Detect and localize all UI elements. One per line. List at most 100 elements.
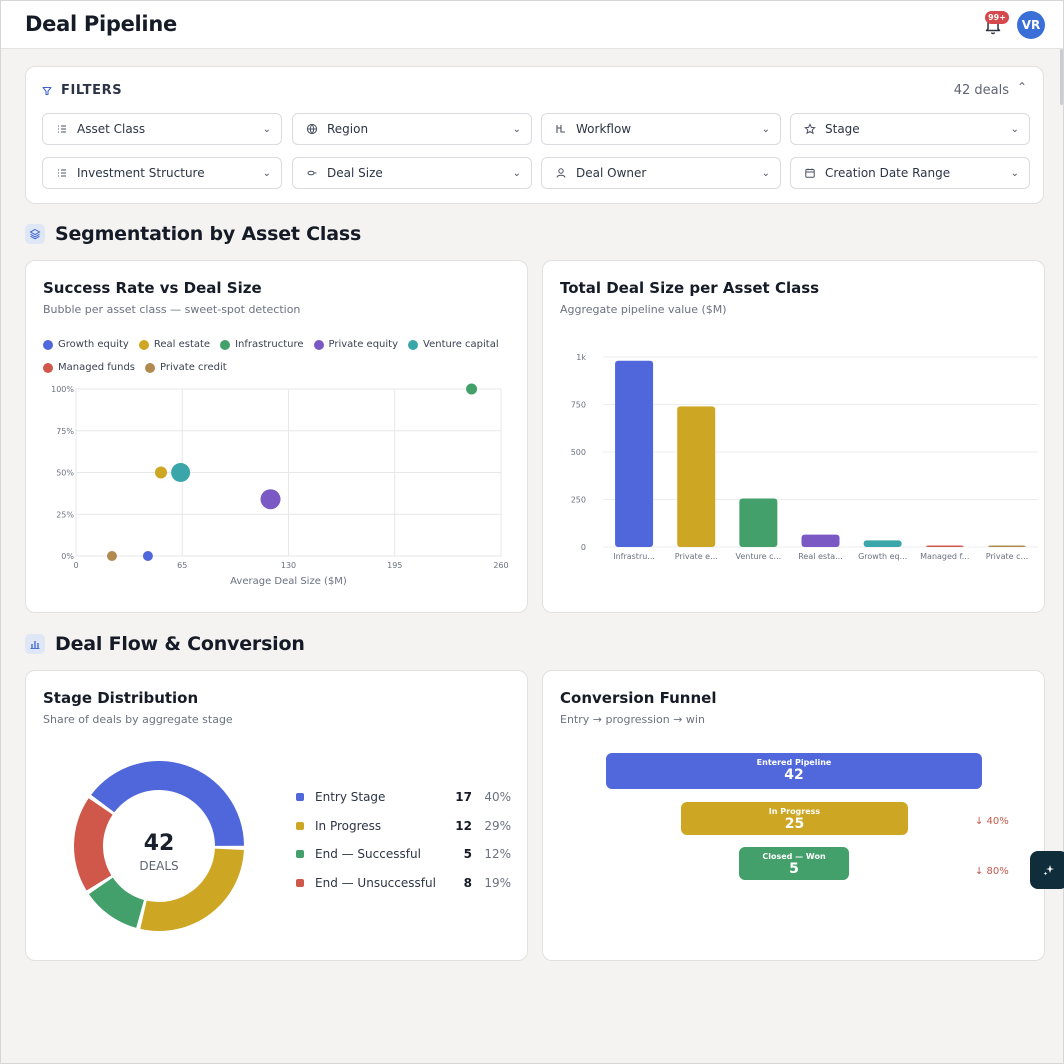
card-title: Total Deal Size per Asset Class (560, 279, 820, 297)
chevron-down-icon: ⌄ (512, 123, 521, 135)
funnel-stage-progress[interactable]: In Progress 25 (681, 802, 908, 835)
legend-label: Managed funds (58, 362, 136, 373)
y-tick-label: 1k (576, 353, 586, 362)
x-tick-label: Venture c... (736, 552, 782, 561)
bar[interactable] (677, 406, 716, 547)
stage-legend-row[interactable]: In Progress 12 29% (296, 816, 511, 836)
legend-label: Venture capital (423, 339, 499, 350)
filter-label: Workflow (576, 122, 632, 136)
filter-dropdown[interactable]: Workflow ⌄ (541, 113, 781, 145)
legend-item[interactable]: Managed funds (43, 356, 135, 379)
filter-dropdown[interactable]: Stage ⌄ (790, 113, 1030, 145)
avatar[interactable]: VR (1017, 11, 1045, 39)
filter-funnel-icon (42, 86, 52, 96)
funnel-stage-label: In Progress (768, 807, 821, 816)
legend-item[interactable]: Venture capital (408, 333, 499, 356)
filter-label: Investment Structure (77, 166, 205, 180)
filter-dropdown[interactable]: Creation Date Range ⌄ (790, 157, 1030, 189)
legend-swatch (313, 339, 324, 350)
section-title: Segmentation by Asset Class (55, 223, 362, 245)
list-icon (55, 166, 69, 180)
section-segmentation: Segmentation by Asset Class (25, 223, 361, 245)
legend-item[interactable]: Private equity (313, 333, 399, 356)
legend-swatch (296, 793, 304, 801)
bar[interactable] (863, 540, 902, 547)
layers-icon (25, 224, 45, 244)
page-title: Deal Pipeline (25, 12, 177, 36)
bar[interactable] (987, 545, 1026, 548)
bar[interactable] (615, 360, 654, 547)
filter-dropdown[interactable]: Asset Class ⌄ (42, 113, 282, 145)
stage-label: Entry Stage (315, 790, 386, 804)
x-tick-label: 130 (281, 561, 296, 570)
workflow-icon (554, 122, 568, 136)
deals-count: 42 deals (953, 83, 1009, 98)
stage-count: 8 (463, 876, 472, 890)
ai-assistant-button[interactable] (1030, 851, 1064, 889)
legend-swatch (296, 850, 304, 858)
stage-legend-row[interactable]: End — Successful 5 12% (296, 844, 511, 864)
card-subtitle: Bubble per asset class — sweet-spot dete… (43, 303, 301, 316)
card-subtitle: Aggregate pipeline value ($M) (560, 303, 727, 316)
funnel-drop-rate: ↓ 80% (975, 866, 1009, 877)
y-tick-label: 0% (61, 552, 74, 561)
bubble-point[interactable] (142, 551, 153, 561)
x-axis-label: Average Deal Size ($M) (230, 576, 347, 587)
stage-count: 17 (455, 790, 472, 804)
bubble-point[interactable] (106, 551, 117, 561)
filter-label: Creation Date Range (825, 166, 951, 180)
y-tick-label: 500 (571, 448, 586, 457)
legend-item[interactable]: Growth equity (43, 333, 129, 356)
stage-label: In Progress (315, 819, 382, 833)
bubble-point[interactable] (155, 466, 167, 479)
bubble-point[interactable] (466, 383, 478, 395)
card-title: Conversion Funnel (560, 689, 717, 707)
legend-item[interactable]: Real estate (138, 333, 210, 356)
bar[interactable] (925, 545, 964, 548)
funnel-stage-label: Entered Pipeline (756, 758, 832, 767)
bar[interactable] (739, 498, 778, 547)
legend-label: Growth equity (58, 339, 129, 350)
filter-dropdown[interactable]: Investment Structure ⌄ (42, 157, 282, 189)
chevron-down-icon: ⌄ (761, 123, 770, 135)
filter-dropdown[interactable]: Region ⌄ (292, 113, 532, 145)
x-tick-label: 195 (387, 561, 402, 570)
card-title: Stage Distribution (43, 689, 199, 707)
donut-slice[interactable] (74, 798, 113, 891)
chart-legend: Growth equity Real estate Infrastructure Pr… (43, 333, 513, 379)
chevron-down-icon: ⌄ (1010, 123, 1019, 135)
chevron-down-icon: ⌄ (262, 123, 271, 135)
size-icon (305, 166, 319, 180)
legend-label: Private equity (328, 339, 399, 350)
bubble-point[interactable] (171, 463, 191, 482)
donut-slice[interactable] (140, 848, 244, 931)
legend-swatch (408, 339, 419, 350)
funnel-stage-won[interactable]: Closed — Won 5 (739, 847, 849, 880)
filter-label: Asset Class (77, 122, 146, 136)
bar[interactable] (801, 534, 840, 547)
funnel-stage-entered[interactable]: Entered Pipeline 42 (606, 753, 982, 789)
calendar-icon (803, 166, 817, 180)
stage-label: End — Unsuccessful (315, 876, 436, 890)
donut-slice[interactable] (88, 877, 144, 928)
top-bar: Deal Pipeline 99+ VR (1, 1, 1063, 49)
section-deal-flow: Deal Flow & Conversion (25, 633, 305, 655)
filter-label: Deal Owner (576, 166, 647, 180)
x-tick-label: 65 (177, 561, 187, 570)
stage-count: 5 (463, 847, 472, 861)
bubble-point[interactable] (260, 489, 281, 510)
filter-label: Deal Size (327, 166, 383, 180)
legend-item[interactable]: Infrastructure (220, 333, 304, 356)
chevron-down-icon: ⌄ (512, 167, 521, 179)
filter-dropdown[interactable]: Deal Size ⌄ (292, 157, 532, 189)
stage-legend-row[interactable]: Entry Stage 17 40% (296, 787, 511, 807)
chevron-up-icon[interactable]: ⌃ (1016, 80, 1027, 94)
stage-percent: 19% (484, 876, 511, 890)
scrollbar[interactable] (1060, 49, 1063, 105)
legend-item[interactable]: Private credit (145, 356, 227, 379)
funnel-stage-label: Closed — Won (762, 852, 826, 861)
filter-dropdown[interactable]: Deal Owner ⌄ (541, 157, 781, 189)
x-tick-label: 260 (493, 561, 508, 570)
stage-legend-row[interactable]: End — Unsuccessful 8 19% (296, 873, 511, 893)
donut-slice[interactable] (91, 761, 244, 846)
